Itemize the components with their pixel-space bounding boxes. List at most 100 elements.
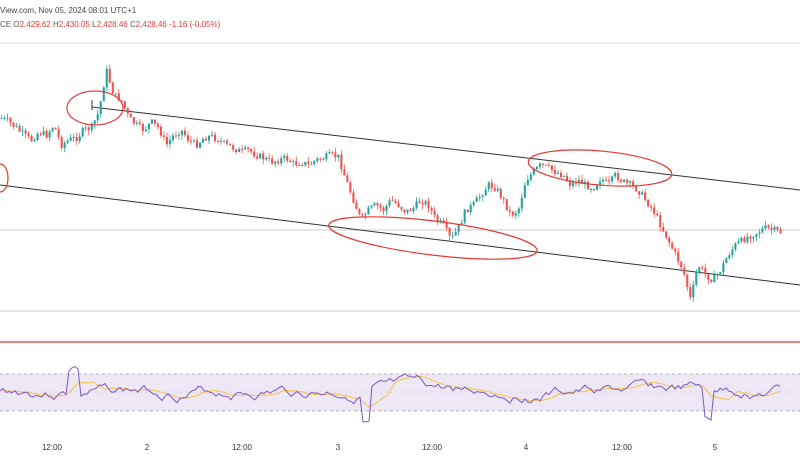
candle-body	[340, 154, 343, 170]
candle-body	[725, 258, 728, 263]
candle-body	[75, 137, 78, 141]
channel-upper-line	[91, 106, 800, 191]
candle-body	[334, 152, 337, 158]
candle-body	[644, 192, 647, 200]
candle-body	[499, 188, 502, 198]
candle-body	[580, 179, 584, 184]
candle-body	[647, 199, 650, 207]
candle-body	[313, 160, 316, 165]
candle-body	[592, 189, 596, 191]
candle-body	[180, 130, 184, 135]
candle-body	[204, 138, 208, 141]
candle-body	[42, 130, 45, 135]
candle-body	[713, 274, 716, 283]
candle-body	[84, 127, 87, 129]
candle-body	[686, 274, 689, 288]
candle-body	[538, 163, 541, 167]
candle-body	[529, 174, 532, 180]
chart-header: View.com, Nov 05, 2024 08:01 UTC+1 CE O2…	[0, 2, 800, 36]
candle-body	[436, 215, 439, 222]
candle-body	[412, 207, 415, 212]
x-tick-label: 4	[524, 443, 529, 452]
candle-body	[189, 140, 193, 142]
x-tick-label: 12:00	[612, 443, 633, 452]
candle-body	[559, 172, 562, 177]
candle-body	[689, 287, 692, 298]
candle-body	[72, 137, 75, 139]
candle-body	[415, 201, 418, 208]
candle-body	[502, 197, 505, 200]
candle-body	[770, 227, 773, 230]
candle-body	[722, 262, 725, 273]
candle-body	[78, 136, 81, 141]
candle-body	[448, 227, 451, 236]
candle-body	[18, 126, 21, 132]
high-key: H	[52, 20, 59, 29]
annotation-ellipse-lower-channel	[328, 216, 538, 260]
candle-body	[355, 202, 358, 209]
candle-body	[430, 208, 433, 211]
candle-body	[307, 161, 310, 164]
candle-body	[226, 140, 229, 144]
candle-body	[177, 134, 181, 136]
candle-body	[235, 149, 238, 153]
candle-body	[565, 175, 569, 181]
candle-body	[364, 214, 367, 216]
open-value: 2,429.62	[19, 20, 51, 29]
candle-body	[427, 201, 430, 209]
candle-body	[9, 118, 12, 123]
candle-body	[680, 261, 683, 268]
candle-body	[126, 108, 129, 114]
candle-body	[562, 175, 565, 177]
candle-body	[674, 248, 677, 252]
candle-body	[728, 255, 731, 259]
candle-body	[665, 231, 668, 238]
candle-body	[400, 206, 403, 210]
candle-body	[469, 204, 472, 213]
candle-body	[343, 169, 346, 176]
candle-body	[508, 210, 511, 212]
candle-body	[614, 173, 617, 177]
candle-body	[632, 181, 635, 186]
candle-body	[244, 147, 247, 150]
candle-body	[608, 180, 611, 182]
candle-body	[120, 100, 123, 102]
candle-body	[111, 82, 114, 94]
candle-body	[15, 126, 18, 128]
candle-body	[445, 222, 448, 228]
candle-body	[577, 179, 581, 184]
candle-body	[238, 148, 241, 153]
candle-body	[229, 143, 232, 146]
candle-body	[668, 237, 671, 243]
candle-body	[301, 165, 304, 167]
candle-body	[767, 225, 770, 228]
candle-body	[620, 180, 623, 182]
candle-body	[626, 179, 629, 183]
candle-body	[475, 197, 478, 202]
candle-body	[90, 123, 93, 131]
candle-body	[310, 163, 313, 165]
candle-body	[165, 136, 168, 145]
candle-body	[3, 117, 6, 119]
candle-body	[698, 267, 701, 273]
candle-body	[601, 179, 605, 182]
candle-body	[207, 135, 211, 141]
rsi-moving-average-line	[0, 375, 781, 408]
candle-body	[520, 197, 523, 209]
candle-body	[271, 158, 274, 164]
rsi-band	[0, 374, 800, 411]
candle-body	[553, 170, 556, 174]
candle-body	[526, 179, 529, 186]
candle-body	[583, 181, 587, 184]
candle-body	[265, 157, 268, 160]
candle-body	[755, 233, 758, 237]
candle-body	[734, 243, 737, 250]
candle-body	[283, 155, 286, 159]
candle-body	[439, 220, 442, 222]
candle-body	[617, 173, 620, 181]
x-tick-label: 12:00	[42, 443, 63, 452]
candle-body	[135, 122, 138, 124]
candle-body	[349, 182, 352, 193]
candle-body	[337, 154, 340, 158]
candle-body	[779, 229, 782, 234]
